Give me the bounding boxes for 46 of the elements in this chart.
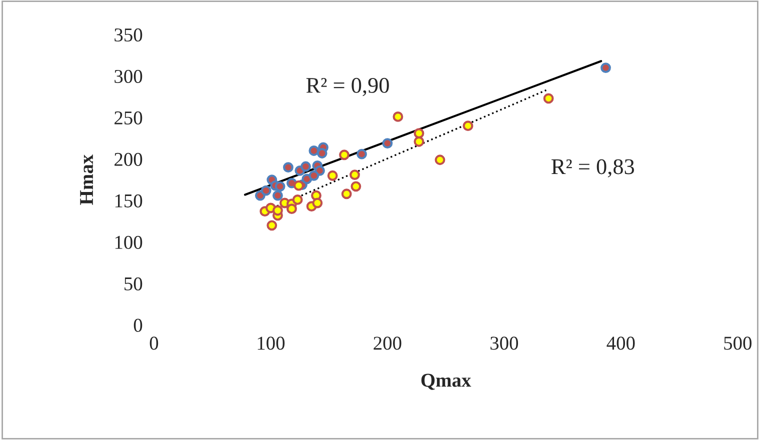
x-axis-title: Qmax [421,374,472,390]
point [434,154,446,166]
point [294,180,304,191]
x-tick-label: 500 [724,336,752,350]
point [266,220,278,231]
point [272,205,283,216]
point [316,148,328,158]
point [356,148,367,160]
point [600,62,611,73]
annotation: R² = 0,90 [306,78,389,96]
y-axis-title: Hmax [80,154,94,205]
point [543,93,554,104]
x-tick-label: 200 [374,336,402,350]
point [350,181,362,192]
point [292,194,303,205]
point [327,170,338,181]
point [414,128,424,139]
point [308,170,320,181]
point [260,185,272,196]
point [286,204,297,214]
point [350,170,360,180]
y-tick-label: 250 [114,111,142,124]
point [392,112,404,122]
y-tick-label: 200 [114,152,142,166]
point [312,198,323,208]
point [382,138,393,148]
point [272,190,283,201]
y-tick-label: 300 [114,70,142,84]
x-tick-label: 400 [606,336,635,350]
point [414,136,424,147]
point [339,150,350,160]
y-tick-label: 50 [124,277,142,290]
x-tick-label: 0 [150,336,158,350]
point [300,161,311,172]
point [274,181,286,192]
x-tick-label: 100 [258,336,285,350]
point [341,188,352,200]
point [283,162,294,173]
y-tick-label: 100 [115,236,142,249]
y-tick-label: 0 [134,318,142,332]
point [308,146,320,156]
annotation: R² = 0,83 [552,159,634,178]
y-tick-label: 350 [114,28,142,42]
x-tick-label: 300 [490,336,518,350]
point [462,120,474,132]
y-tick-label: 150 [115,194,142,208]
